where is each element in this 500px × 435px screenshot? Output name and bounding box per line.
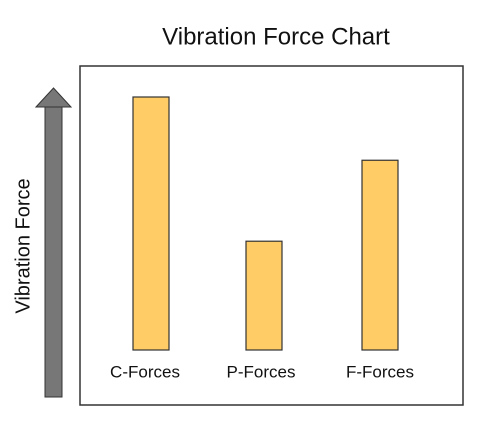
bar bbox=[361, 159, 399, 351]
plot-frame bbox=[79, 65, 464, 406]
x-tick-label: F-Forces bbox=[346, 362, 414, 381]
bar bbox=[132, 96, 170, 351]
x-tick-label: C-Forces bbox=[110, 362, 180, 381]
x-tick-label: P-Forces bbox=[227, 362, 296, 381]
axis-arrow-shaft bbox=[44, 105, 63, 398]
chart-title: Vibration Force Chart bbox=[162, 23, 390, 50]
y-axis-label: Vibration Force bbox=[12, 178, 34, 313]
axis-arrow-head bbox=[34, 87, 73, 108]
bar bbox=[245, 240, 283, 351]
